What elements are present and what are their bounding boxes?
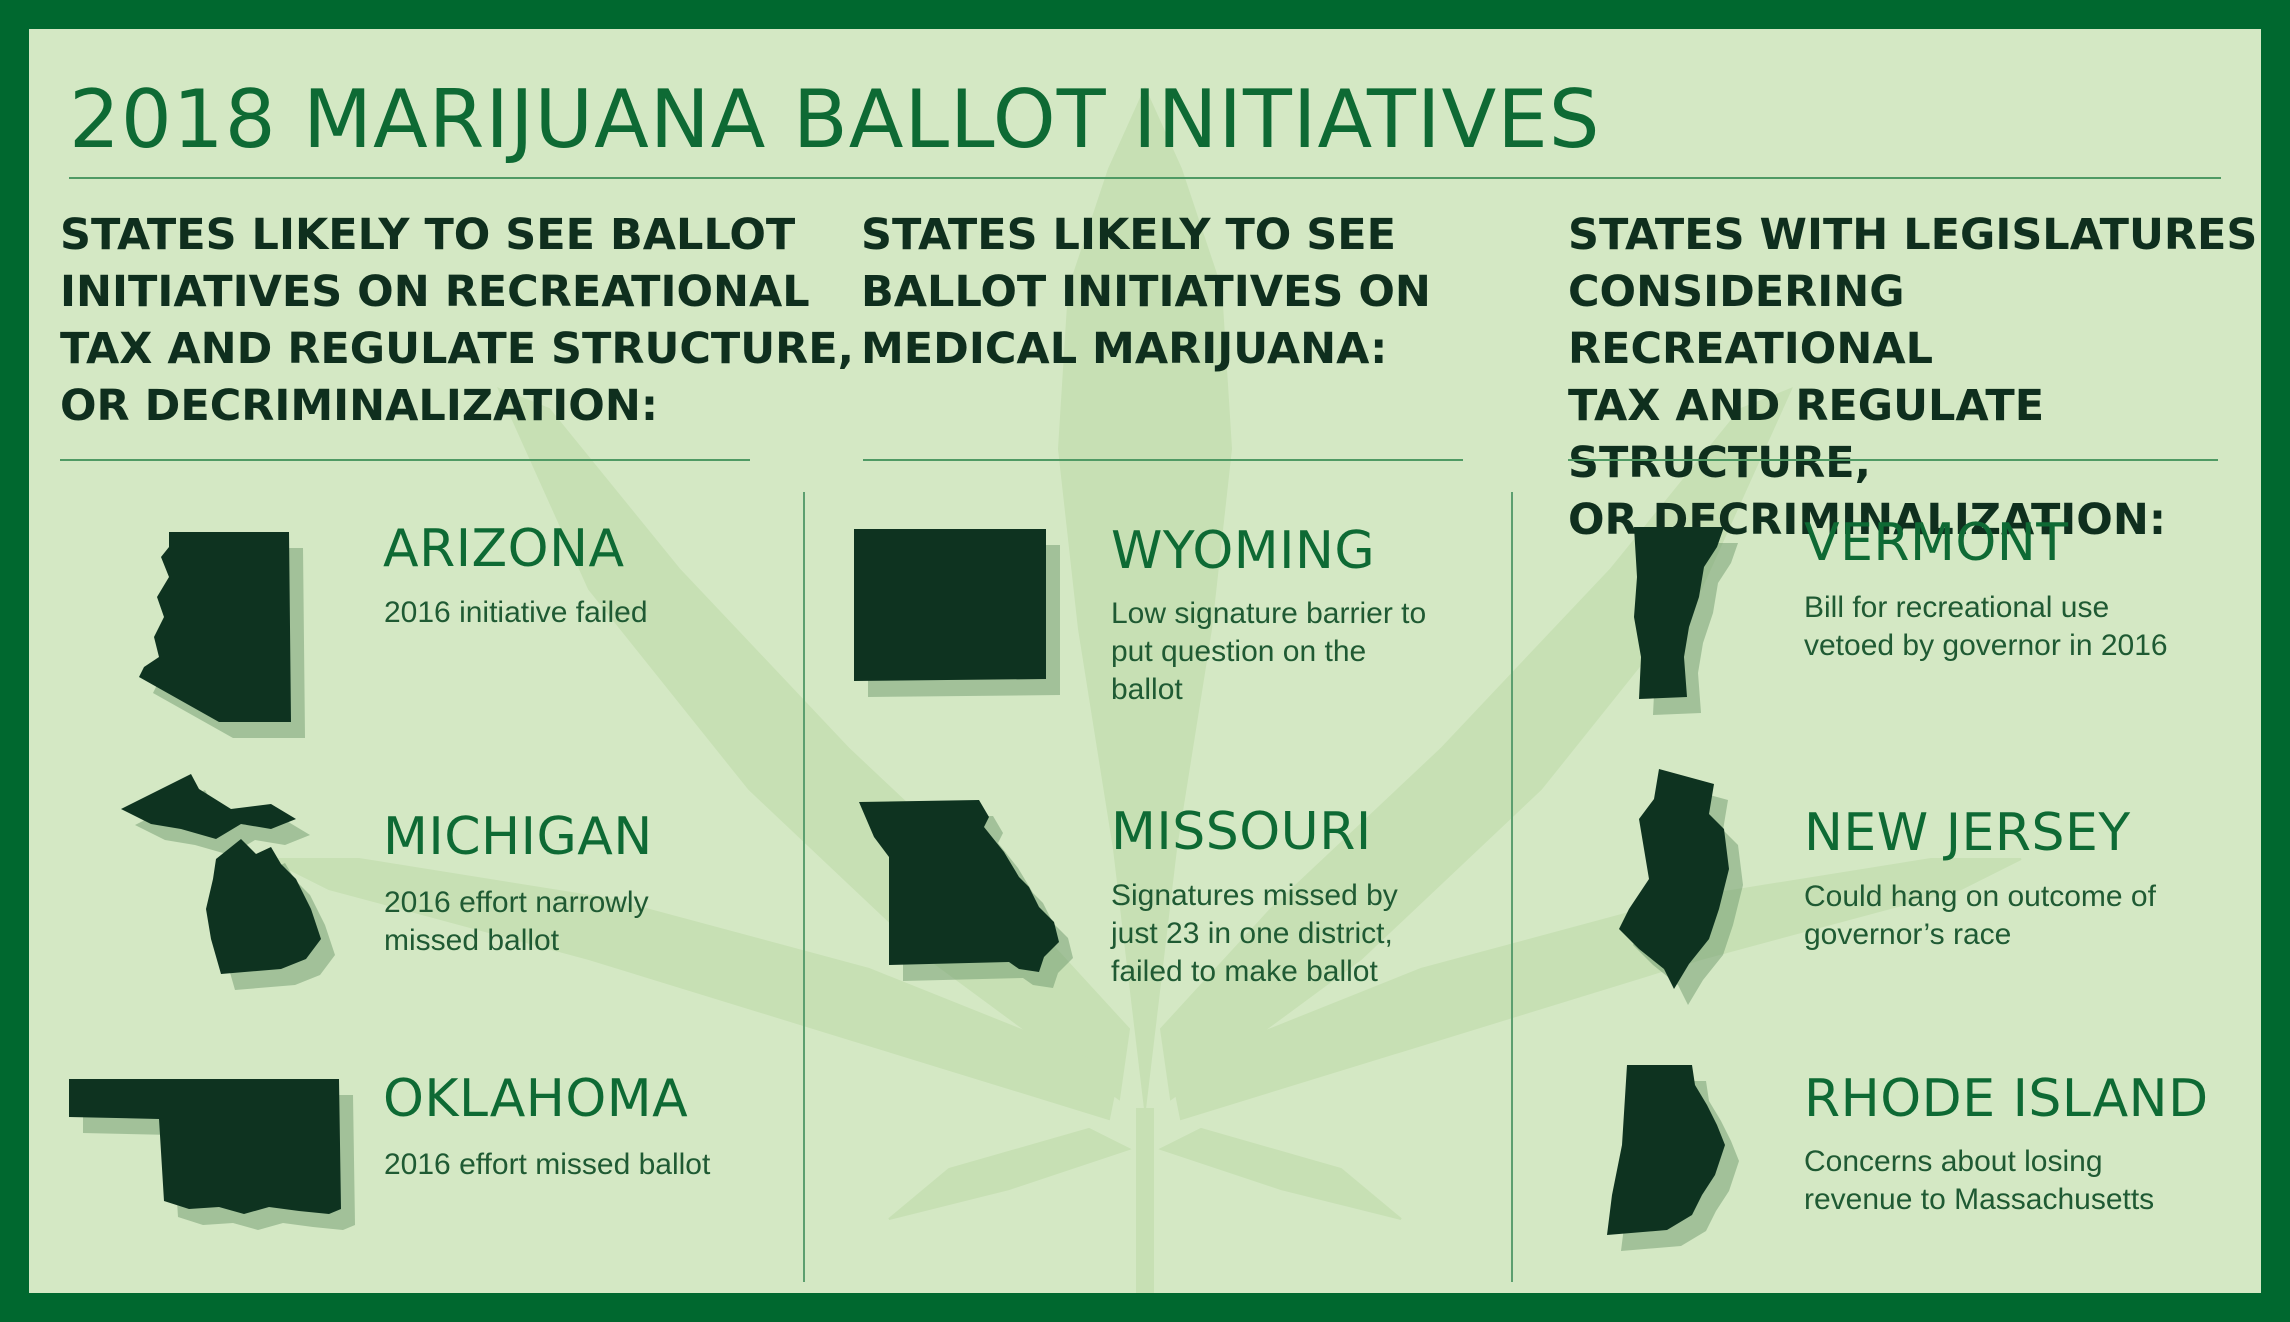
desc-line: missed ballot xyxy=(384,924,560,957)
desc-line: 2016 effort missed ballot xyxy=(384,1148,711,1181)
state-desc-wyoming: Low signature barrier to put question on… xyxy=(1111,595,1426,709)
state-name-arizona: ARIZONA xyxy=(383,519,625,579)
rhode-island-map-icon xyxy=(1607,1065,1739,1251)
state-name-vermont: VERMONT xyxy=(1804,513,2069,573)
state-name-wyoming: WYOMING xyxy=(1111,521,1376,581)
missouri-map-icon xyxy=(859,800,1073,988)
state-name-rhode-island: RHODE ISLAND xyxy=(1804,1069,2209,1129)
heading-line: STATES LIKELY TO SEE BALLOT xyxy=(60,210,796,260)
oklahoma-map-icon xyxy=(69,1079,355,1230)
heading-line: STATES WITH LEGISLATURES xyxy=(1568,210,2258,260)
desc-line: Bill for recreational use xyxy=(1804,591,2110,624)
column-divider xyxy=(863,459,1463,461)
desc-line: Could hang on outcome of xyxy=(1804,880,2156,913)
arizona-map-icon xyxy=(139,532,305,738)
heading-line: MEDICAL MARIJUANA: xyxy=(861,324,1388,374)
cannabis-leaf-watermark xyxy=(268,86,2022,1293)
heading-line: STATES LIKELY TO SEE xyxy=(861,210,1397,260)
heading-line: BALLOT INITIATIVES ON xyxy=(861,267,1431,317)
title-divider xyxy=(69,177,2221,179)
state-desc-missouri: Signatures missed by just 23 in one dist… xyxy=(1111,877,1398,991)
desc-line: Low signature barrier to xyxy=(1111,597,1427,630)
state-desc-arizona: 2016 initiative failed xyxy=(384,594,648,632)
state-name-oklahoma: OKLAHOMA xyxy=(383,1069,689,1129)
wyoming-map-icon xyxy=(854,529,1060,697)
heading-line: INITIATIVES ON RECREATIONAL xyxy=(60,267,810,317)
michigan-map-icon xyxy=(121,774,335,990)
desc-line: vetoed by governor in 2016 xyxy=(1804,629,2168,662)
desc-line: Concerns about losing xyxy=(1804,1145,2103,1178)
infographic-panel: 2018 MARIJUANA BALLOT INITIATIVES STATES… xyxy=(29,29,2261,1293)
desc-line: failed to make ballot xyxy=(1111,955,1378,988)
page-title: 2018 MARIJUANA BALLOT INITIATIVES xyxy=(69,73,1601,166)
desc-line: just 23 in one district, xyxy=(1111,917,1393,950)
state-desc-michigan: 2016 effort narrowly missed ballot xyxy=(384,884,649,960)
column-divider xyxy=(60,459,750,461)
heading-line: OR DECRIMINALIZATION: xyxy=(60,381,659,431)
desc-line: put question on the xyxy=(1111,635,1367,668)
vertical-divider xyxy=(1511,492,1513,1282)
state-desc-new-jersey: Could hang on outcome of governor’s race xyxy=(1804,878,2156,954)
desc-line: ballot xyxy=(1111,673,1183,706)
state-name-new-jersey: NEW JERSEY xyxy=(1804,803,2131,863)
state-desc-vermont: Bill for recreational use vetoed by gove… xyxy=(1804,589,2168,665)
desc-line: revenue to Massachusetts xyxy=(1804,1183,2155,1216)
state-desc-oklahoma: 2016 effort missed ballot xyxy=(384,1146,710,1184)
column-heading-recreational: STATES LIKELY TO SEE BALLOT INITIATIVES … xyxy=(60,207,854,435)
desc-line: governor’s race xyxy=(1804,918,2012,951)
desc-line: Signatures missed by xyxy=(1111,879,1398,912)
state-name-missouri: MISSOURI xyxy=(1111,802,1372,862)
new-jersey-map-icon xyxy=(1619,769,1743,1005)
column-divider xyxy=(1568,459,2218,461)
heading-line: TAX AND REGULATE STRUCTURE, xyxy=(60,324,854,374)
state-name-michigan: MICHIGAN xyxy=(383,807,653,867)
column-heading-legislatures: STATES WITH LEGISLATURES CONSIDERING REC… xyxy=(1568,207,2261,549)
vermont-map-icon xyxy=(1634,527,1738,715)
column-heading-medical: STATES LIKELY TO SEE BALLOT INITIATIVES … xyxy=(861,207,1431,378)
desc-line: 2016 initiative failed xyxy=(384,596,648,629)
heading-line: TAX AND REGULATE STRUCTURE, xyxy=(1568,381,2045,488)
desc-line: 2016 effort narrowly xyxy=(384,886,649,919)
vertical-divider xyxy=(803,492,805,1282)
heading-line: CONSIDERING RECREATIONAL xyxy=(1568,267,1934,374)
state-desc-rhode-island: Concerns about losing revenue to Massach… xyxy=(1804,1143,2154,1219)
